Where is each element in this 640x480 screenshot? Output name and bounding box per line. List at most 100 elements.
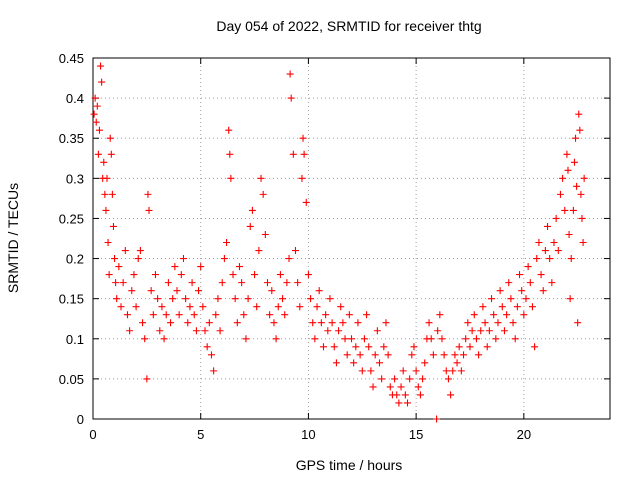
data-point — [492, 335, 500, 343]
data-point — [350, 359, 358, 367]
grid-lines — [93, 58, 610, 419]
data-point — [304, 271, 312, 279]
data-point — [147, 287, 155, 295]
data-point — [108, 190, 116, 198]
data-point — [276, 271, 284, 279]
data-point — [261, 230, 269, 238]
data-point — [537, 271, 545, 279]
data-point — [103, 174, 111, 182]
data-point — [143, 375, 151, 383]
data-point — [184, 319, 192, 327]
data-point — [354, 319, 362, 327]
data-point — [229, 271, 237, 279]
data-point — [307, 295, 315, 303]
data-point — [294, 279, 302, 287]
data-point — [259, 190, 267, 198]
data-point — [535, 239, 543, 247]
data-point — [287, 94, 295, 102]
data-point — [573, 182, 581, 190]
data-point — [339, 319, 347, 327]
y-tick-label: 0.3 — [66, 171, 84, 186]
data-point — [414, 383, 422, 391]
data-point — [257, 174, 265, 182]
data-point — [95, 126, 103, 134]
data-point — [106, 134, 114, 142]
data-point — [220, 255, 228, 263]
data-point — [440, 351, 448, 359]
data-point — [92, 118, 100, 126]
x-axis-label: GPS time / hours — [296, 457, 403, 473]
data-point — [401, 391, 409, 399]
data-point — [490, 311, 498, 319]
data-point — [494, 319, 502, 327]
data-point — [380, 343, 388, 351]
x-tick-label: 0 — [89, 427, 96, 442]
data-point — [171, 263, 179, 271]
data-point — [244, 295, 252, 303]
data-point — [322, 311, 330, 319]
data-point — [233, 319, 241, 327]
data-point — [386, 383, 394, 391]
data-point — [575, 110, 583, 118]
data-point — [121, 247, 129, 255]
data-point — [162, 311, 170, 319]
data-point — [128, 287, 136, 295]
data-point — [268, 287, 276, 295]
data-point — [145, 206, 153, 214]
y-tick-label: 0.45 — [59, 51, 84, 66]
data-point — [434, 327, 442, 335]
data-point — [240, 311, 248, 319]
data-point — [177, 271, 185, 279]
data-point — [449, 367, 457, 375]
data-point — [376, 359, 384, 367]
data-point — [197, 263, 205, 271]
data-point — [98, 78, 106, 86]
data-point — [539, 287, 547, 295]
data-point — [520, 311, 528, 319]
data-point — [266, 311, 274, 319]
data-point — [496, 287, 504, 295]
data-point — [313, 303, 321, 311]
x-tick-label: 5 — [197, 427, 204, 442]
data-point — [579, 239, 587, 247]
data-point — [90, 110, 98, 118]
data-point — [205, 319, 213, 327]
data-point — [345, 311, 353, 319]
data-point — [100, 158, 108, 166]
data-point — [164, 279, 172, 287]
data-point — [283, 279, 291, 287]
y-tick-label: 0.25 — [59, 211, 84, 226]
data-point — [371, 351, 379, 359]
data-point — [242, 335, 250, 343]
data-point — [235, 263, 243, 271]
data-point — [218, 279, 226, 287]
data-point — [113, 295, 121, 303]
data-point — [369, 383, 377, 391]
data-point — [317, 319, 325, 327]
data-point — [507, 295, 515, 303]
data-point — [109, 222, 117, 230]
data-point — [263, 279, 271, 287]
data-point — [546, 255, 554, 263]
data-point — [253, 303, 261, 311]
data-point — [105, 271, 113, 279]
data-point — [384, 351, 392, 359]
data-point — [433, 415, 441, 423]
data-point — [488, 295, 496, 303]
data-point — [462, 335, 470, 343]
data-point — [203, 343, 211, 351]
data-point — [123, 311, 131, 319]
data-point — [429, 351, 437, 359]
data-point — [524, 263, 532, 271]
x-tick-label: 10 — [301, 427, 315, 442]
data-point — [270, 319, 278, 327]
data-point — [195, 287, 203, 295]
data-point — [291, 247, 299, 255]
data-point — [158, 303, 166, 311]
data-point — [341, 335, 349, 343]
data-point — [356, 351, 364, 359]
data-point — [154, 295, 162, 303]
data-point — [225, 126, 233, 134]
data-point — [319, 343, 327, 351]
data-point — [574, 319, 582, 327]
